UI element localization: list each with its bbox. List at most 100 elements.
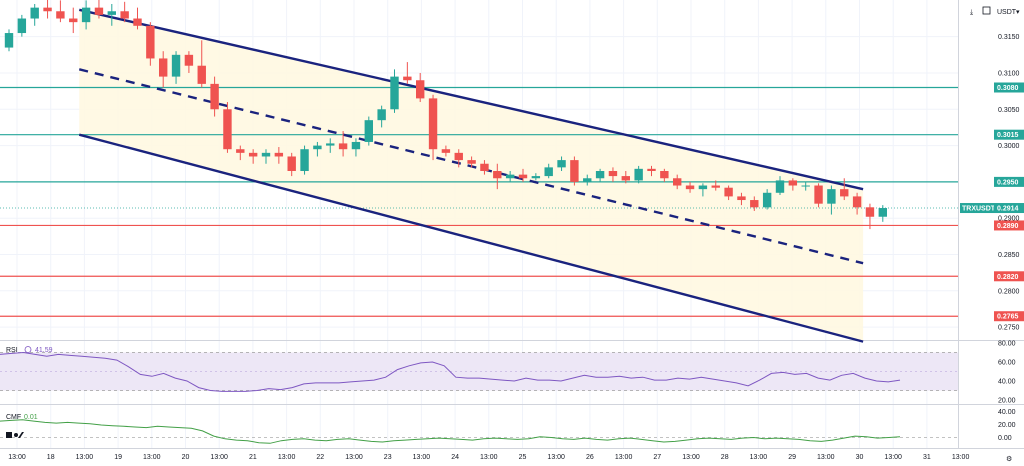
time-tick-label: 13:00 <box>8 454 26 461</box>
candle-body <box>852 196 862 208</box>
price-tick-label: 0.3150 <box>998 34 1020 41</box>
candle <box>197 40 206 88</box>
candle-body <box>197 65 206 84</box>
level-price-tag <box>994 82 1024 93</box>
price-tick-label: 0.2750 <box>998 325 1020 332</box>
time-tick-label: 13:00 <box>210 454 228 461</box>
candle-body <box>30 7 39 19</box>
candle-body <box>69 18 78 23</box>
time-tick-label: 13:00 <box>143 454 161 461</box>
time-axis[interactable]: 13:00 18 13:00 19 13:00 20 13:00 21 13:00 22 13:00… <box>8 454 969 461</box>
candle <box>621 171 630 184</box>
candle-body <box>583 178 592 182</box>
candle-body <box>505 174 515 179</box>
candle-body <box>403 76 412 81</box>
candle <box>146 22 155 66</box>
candle-body <box>210 83 219 110</box>
rsi-value: 41.59 <box>35 347 53 354</box>
candle-body <box>351 141 361 150</box>
time-tick-label: 13:00 <box>547 454 565 461</box>
candle-body <box>377 109 386 121</box>
level-price-tag-label: 0.2765 <box>997 314 1019 321</box>
price-tick-label: 0.2850 <box>998 252 1020 259</box>
cmf-tick-label: 20.00 <box>998 422 1016 429</box>
candle <box>274 147 284 164</box>
time-tick-label: 21 <box>249 454 257 461</box>
rsi-label: RSI <box>6 347 18 354</box>
rsi-legend: RSI 41.59 <box>6 346 53 354</box>
candle <box>326 138 335 153</box>
candle <box>840 178 849 201</box>
tradingview-logo-icon[interactable] <box>6 432 24 438</box>
cmf-tick-label: 40.00 <box>998 409 1016 416</box>
candle-body <box>467 160 476 164</box>
candle <box>685 181 695 193</box>
channel-upper-line[interactable] <box>78 8 864 191</box>
level-price-tag-label: 0.3015 <box>997 132 1019 139</box>
time-tick-label: 13:00 <box>884 454 902 461</box>
candle <box>750 196 759 211</box>
candle-body <box>261 152 271 157</box>
candle-body <box>698 185 708 190</box>
fullscreen-icon[interactable] <box>982 6 991 15</box>
quote-currency-select[interactable]: USDT <box>997 9 1017 16</box>
candle-body <box>865 207 875 217</box>
time-tick-label: 22 <box>316 454 324 461</box>
price-levels <box>0 86 958 317</box>
channel-lower-line[interactable] <box>78 133 864 343</box>
time-tick-label: 13:00 <box>413 454 431 461</box>
candle <box>69 7 78 34</box>
candle-body <box>531 176 541 179</box>
candle <box>364 116 373 146</box>
candle-body <box>750 200 759 208</box>
candle-body <box>493 171 502 179</box>
header-controls: ⤓ USDT ▾ <box>970 6 1020 16</box>
candle <box>583 174 592 186</box>
candlestick-series <box>4 0 887 230</box>
candle-body <box>827 189 836 204</box>
time-tick-label: 24 <box>451 454 459 461</box>
candle <box>454 149 463 168</box>
cmf-pane: 40.00 20.00 0.00 <box>0 409 1016 444</box>
symbol-tag-label: TRXUSDT <box>962 206 996 213</box>
candle-body <box>621 176 630 181</box>
candle-body <box>711 185 720 188</box>
cmf-value: 0.01 <box>24 414 38 421</box>
candle <box>698 183 708 197</box>
level-price-tag <box>994 271 1024 282</box>
rsi-line <box>0 351 901 392</box>
candle-body <box>570 160 579 182</box>
current-price-tag <box>994 203 1024 214</box>
gear-icon[interactable]: ⚙ <box>1006 455 1012 463</box>
time-tick-label: 13:00 <box>480 454 498 461</box>
candle <box>94 0 104 19</box>
candle <box>480 160 489 175</box>
candle <box>56 0 65 23</box>
price-axis[interactable]: 0.3150 0.3100 0.3050 0.3000 0.2900 0.2850 0.28… <box>960 34 1024 332</box>
candle-body <box>416 80 425 99</box>
settings-icon[interactable] <box>24 346 32 353</box>
download-icon[interactable]: ⤓ <box>970 9 973 16</box>
candle-body <box>287 156 296 171</box>
chevron-down-icon[interactable]: ▾ <box>1016 9 1020 16</box>
candle-body <box>120 11 129 19</box>
cmf-line <box>0 419 901 444</box>
candle <box>827 185 836 215</box>
candle <box>570 156 579 186</box>
level-price-tag <box>994 220 1024 231</box>
candle <box>724 185 733 201</box>
level-price-tag-label: 0.2820 <box>997 274 1019 281</box>
rsi-tick-label: 40.00 <box>998 379 1016 386</box>
candle <box>107 4 116 26</box>
candle <box>762 189 772 210</box>
candle-body <box>133 18 142 26</box>
candle-body <box>4 33 14 48</box>
price-tick-label: 0.3050 <box>998 107 1020 114</box>
candle-body <box>223 109 232 150</box>
candle <box>531 173 541 181</box>
candle <box>493 163 502 190</box>
channel-area <box>79 9 864 342</box>
time-tick-label: 30 <box>856 454 864 461</box>
candle-body <box>660 171 669 179</box>
